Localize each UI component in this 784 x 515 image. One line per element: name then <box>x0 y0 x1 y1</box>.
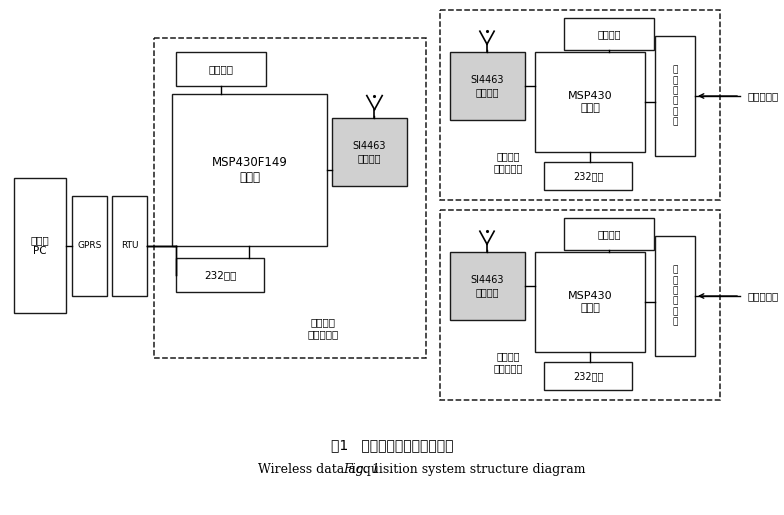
Bar <box>14 178 66 313</box>
Text: 信
号
调
理
电
路: 信 号 调 理 电 路 <box>673 266 677 327</box>
Text: 传感器信号: 传感器信号 <box>747 291 779 301</box>
Bar <box>535 52 645 152</box>
Text: GPRS: GPRS <box>78 242 102 250</box>
Bar <box>332 118 407 186</box>
Text: 时钟电路: 时钟电路 <box>597 29 621 39</box>
Text: 终端模块
（下位机）: 终端模块 （下位机） <box>493 151 523 173</box>
Text: 图1   无线数据采集系统结构图: 图1 无线数据采集系统结构图 <box>331 438 453 452</box>
Text: 主控机
PC: 主控机 PC <box>31 235 49 256</box>
Bar <box>154 38 426 358</box>
Text: 中心模块
（上位机）: 中心模块 （上位机） <box>307 317 338 339</box>
Text: MSP430F149
单片机: MSP430F149 单片机 <box>212 156 288 184</box>
Text: 终端模块
（下位机）: 终端模块 （下位机） <box>493 351 523 373</box>
Bar <box>176 258 264 292</box>
Text: 232串口: 232串口 <box>204 270 236 280</box>
Bar <box>176 52 266 86</box>
Bar <box>450 252 525 320</box>
Bar <box>544 162 632 190</box>
Text: Wireless data acquisition system structure diagram: Wireless data acquisition system structu… <box>258 464 586 476</box>
Bar <box>72 196 107 296</box>
Bar <box>440 10 720 200</box>
Text: SI4463
射频模块: SI4463 射频模块 <box>353 141 387 163</box>
Text: 传感器信号: 传感器信号 <box>747 91 779 101</box>
Text: SI4463
射频模块: SI4463 射频模块 <box>470 275 504 297</box>
Bar <box>544 362 632 390</box>
Bar <box>112 196 147 296</box>
Bar <box>172 94 327 246</box>
Bar <box>564 18 654 50</box>
Text: 时钟电路: 时钟电路 <box>597 229 621 239</box>
Text: 时钟电路: 时钟电路 <box>209 64 234 74</box>
Text: SI4463
射频模块: SI4463 射频模块 <box>470 75 504 97</box>
Bar <box>450 52 525 120</box>
Bar <box>440 210 720 400</box>
Bar <box>655 36 695 156</box>
Text: Fig. 1: Fig. 1 <box>343 464 380 476</box>
Bar <box>564 218 654 250</box>
Text: MSP430
单片机: MSP430 单片机 <box>568 91 612 113</box>
Text: MSP430
单片机: MSP430 单片机 <box>568 291 612 313</box>
Text: 232串口: 232串口 <box>573 371 603 381</box>
Text: RTU: RTU <box>121 242 138 250</box>
Bar <box>535 252 645 352</box>
Bar <box>655 236 695 356</box>
Text: 信
号
调
理
电
路: 信 号 调 理 电 路 <box>673 65 677 127</box>
Text: 232串口: 232串口 <box>573 171 603 181</box>
